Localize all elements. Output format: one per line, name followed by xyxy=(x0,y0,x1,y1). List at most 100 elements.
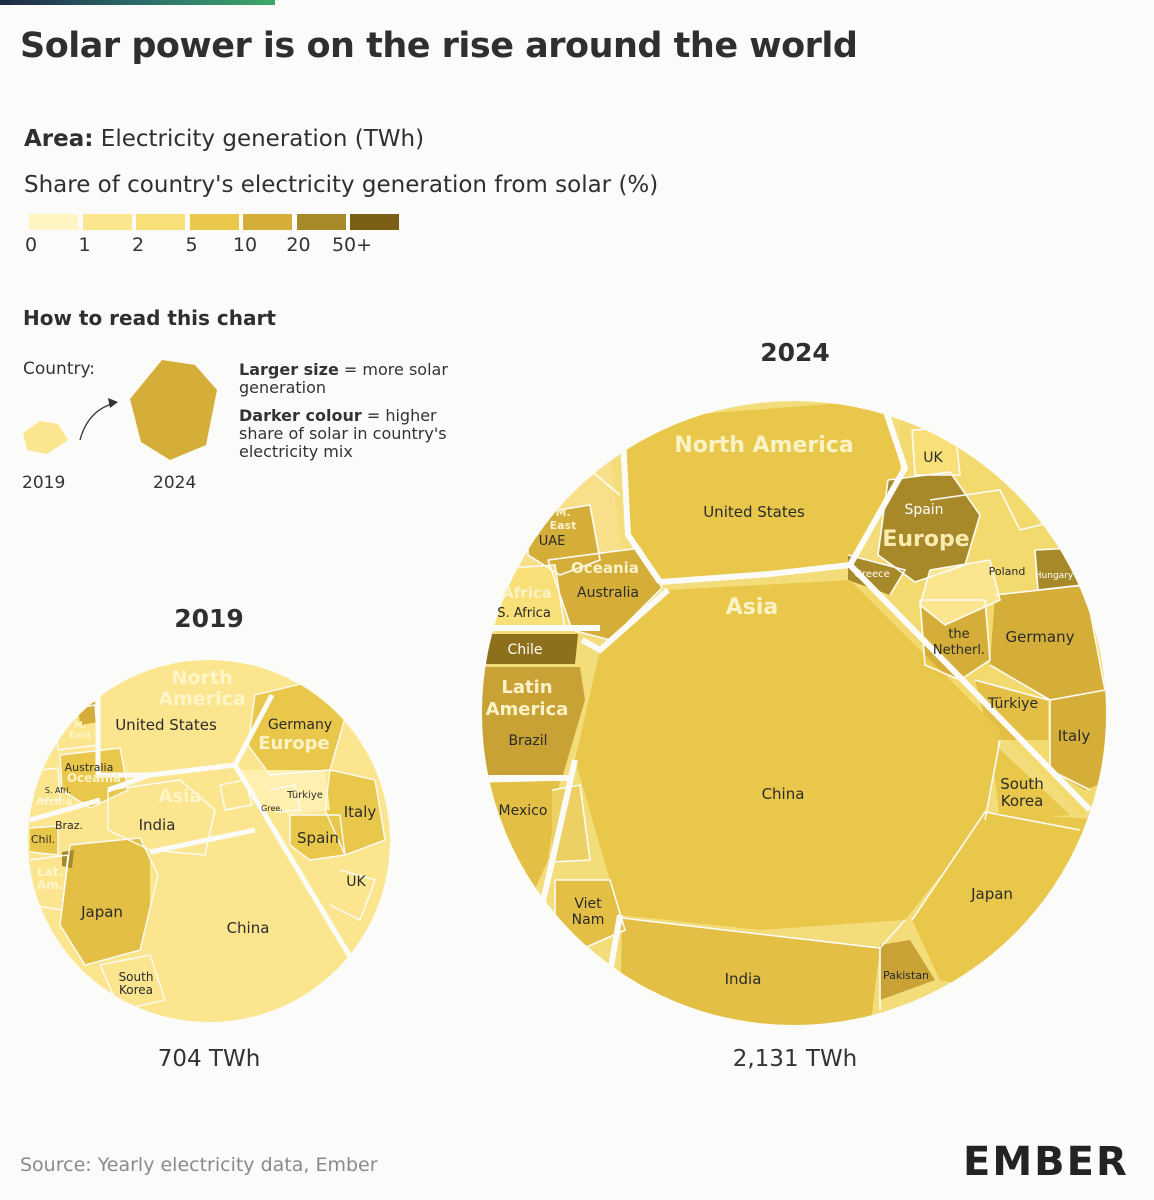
year-title-2019: 2019 xyxy=(174,604,244,633)
cell-oceania xyxy=(548,548,662,640)
note-size-bold: Larger size xyxy=(239,360,339,379)
viet-nam-line-2: Nam xyxy=(572,912,605,928)
legend-swatch-5 xyxy=(295,214,346,230)
region-label-africa-2024: Africa xyxy=(502,584,552,602)
country-label-spain-2024: Spain xyxy=(904,502,943,518)
country-label-uk-2024: UK xyxy=(923,450,943,466)
total-2019: 704 TWh xyxy=(157,1046,261,1072)
cell-hungary xyxy=(1035,548,1082,590)
legend-tick-1 xyxy=(80,214,83,230)
latin-america-line-2: America xyxy=(486,699,569,720)
legend-tick-2 xyxy=(134,214,136,230)
region-label-asia-2024: Asia xyxy=(726,595,779,620)
country-label-poland-2024: Poland xyxy=(989,565,1026,578)
top-accent-bar xyxy=(0,0,275,5)
country-label-india-2024: India xyxy=(725,970,762,988)
legend-tick-0 xyxy=(27,214,29,230)
latin-america-line-1: Latin xyxy=(501,677,552,698)
country-label-hungary-2024: Hungary xyxy=(1035,571,1074,581)
south-korea-line-1: South xyxy=(1000,775,1044,793)
cell19-germany xyxy=(248,683,345,775)
netherlands-line-2: Netherl. xyxy=(933,643,985,658)
cell19-china xyxy=(150,815,365,1022)
country-label-pakistan-2024: Pakistan xyxy=(883,969,929,982)
ember-logo: EMBER xyxy=(963,1139,1129,1185)
middle-east-line-2: East xyxy=(550,519,577,532)
country-label-japan-2019: Japan xyxy=(80,903,123,921)
how-to-arrow xyxy=(79,402,116,441)
legend-tick-3 xyxy=(187,214,190,230)
share-label: Share of country's electricity generatio… xyxy=(24,172,659,198)
middle-east-2019-line-2: East xyxy=(69,731,92,741)
viet-nam-line-1: Viet xyxy=(574,896,602,912)
region-borders-2019 xyxy=(29,690,373,992)
total-2024: 2,131 TWh xyxy=(732,1046,858,1072)
country-label-chile-2024: Chile xyxy=(507,642,542,658)
cell19-south-korea xyxy=(100,955,165,1010)
treemap-2024 xyxy=(482,401,1106,1025)
cell19-europe-pale xyxy=(240,770,330,815)
country-label-south-korea-2024: South Korea xyxy=(1000,775,1044,810)
region-label-oceania-2024: Oceania xyxy=(571,559,639,577)
region-label-latam-2019: Lat. Am. xyxy=(37,865,63,892)
year-title-2024: 2024 xyxy=(760,338,830,367)
country-label-australia-2024: Australia xyxy=(577,585,639,601)
legend-label-5: 20 xyxy=(286,234,311,256)
region-label-oceania-2019: Oceania xyxy=(67,771,121,785)
legend-swatch-2 xyxy=(135,214,185,230)
south-korea-2019-line-1: South xyxy=(119,970,154,984)
how-to-note-colour: Darker colour = higher share of solar in… xyxy=(239,407,459,461)
cell-india xyxy=(620,918,880,1025)
cell-chile xyxy=(484,634,578,664)
country-label-south-africa-2024: S. Africa xyxy=(497,606,551,621)
country-label-united-states-2024: United States xyxy=(703,503,805,521)
region-label-asia-2019: Asia xyxy=(159,786,202,807)
country-label-india-2019: India xyxy=(139,816,176,834)
cell-south-korea xyxy=(990,740,1070,820)
cell-latam-small xyxy=(552,785,590,862)
how-to-year-2024: 2024 xyxy=(153,473,197,493)
cell-china xyxy=(575,580,1000,930)
country-label-turkiye-2024: Türkiye xyxy=(987,696,1038,712)
country-label-chile-2019: Chil. xyxy=(31,833,55,846)
area-label: Area: Electricity generation (TWh) xyxy=(24,126,424,152)
country-label-brazil-2019: Braz. xyxy=(55,819,83,832)
south-korea-line-2: Korea xyxy=(1001,792,1044,810)
latam-2019-line-1: Lat. xyxy=(37,865,63,879)
source-note: Source: Yearly electricity data, Ember xyxy=(20,1154,378,1176)
cell19-spain xyxy=(290,815,345,860)
cell19-chile xyxy=(30,826,58,855)
region-label-north-america-2019: North America xyxy=(158,667,245,710)
labels-2019: North America United States Germany Europ… xyxy=(31,667,377,997)
region-label-latin-america-2024: Latin America xyxy=(486,677,569,720)
legend-label-6: 50+ xyxy=(331,234,373,256)
country-label-australia-2019: Australia xyxy=(65,761,114,774)
middle-east-line-1: M. xyxy=(555,506,570,519)
cell19-japan xyxy=(60,838,158,965)
region-label-europe-2019: Europe xyxy=(258,733,329,754)
cell-latin-america xyxy=(482,667,585,778)
legend-tick-5 xyxy=(294,214,297,230)
region-label-middle-east-2024: M. East xyxy=(550,506,577,532)
note-size-text: = more solar generation xyxy=(239,360,448,397)
how-to-read-title: How to read this chart xyxy=(23,306,276,330)
legend-label-1: 1 xyxy=(78,234,91,256)
region-label-africa-2019: Africa xyxy=(36,795,72,808)
cell19-australia xyxy=(60,748,128,808)
cell-greece xyxy=(848,555,905,595)
legend-label-4: 10 xyxy=(232,234,258,256)
chart-title: Solar power is on the rise around the wo… xyxy=(20,26,858,66)
how-to-arrow-head xyxy=(108,398,118,408)
treemap-2019 xyxy=(28,660,390,1022)
cell-viet-nam xyxy=(555,880,625,950)
country-label-south-africa-2019: S. Afri. xyxy=(45,786,71,795)
how-to-country-label: Country: xyxy=(23,359,96,379)
cell-pakistan xyxy=(880,940,935,1000)
country-label-turkiye-2019: Türkiye xyxy=(286,790,323,801)
region-label-north-america-2024: North America xyxy=(674,433,853,458)
country-label-china-2024: China xyxy=(762,785,805,803)
legend-tick-4 xyxy=(241,214,243,230)
cell-germany xyxy=(990,585,1105,700)
country-label-italy-2024: Italy xyxy=(1058,727,1091,745)
